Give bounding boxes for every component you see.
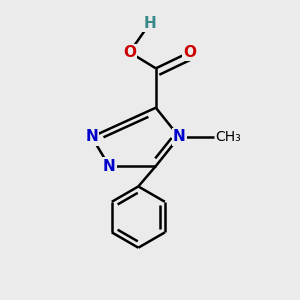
Text: N: N (173, 129, 185, 144)
Text: CH₃: CH₃ (216, 130, 242, 144)
Text: N: N (103, 158, 116, 173)
Text: N: N (85, 129, 98, 144)
Text: H: H (144, 16, 156, 31)
Text: O: O (183, 45, 196, 60)
Text: O: O (123, 45, 136, 60)
